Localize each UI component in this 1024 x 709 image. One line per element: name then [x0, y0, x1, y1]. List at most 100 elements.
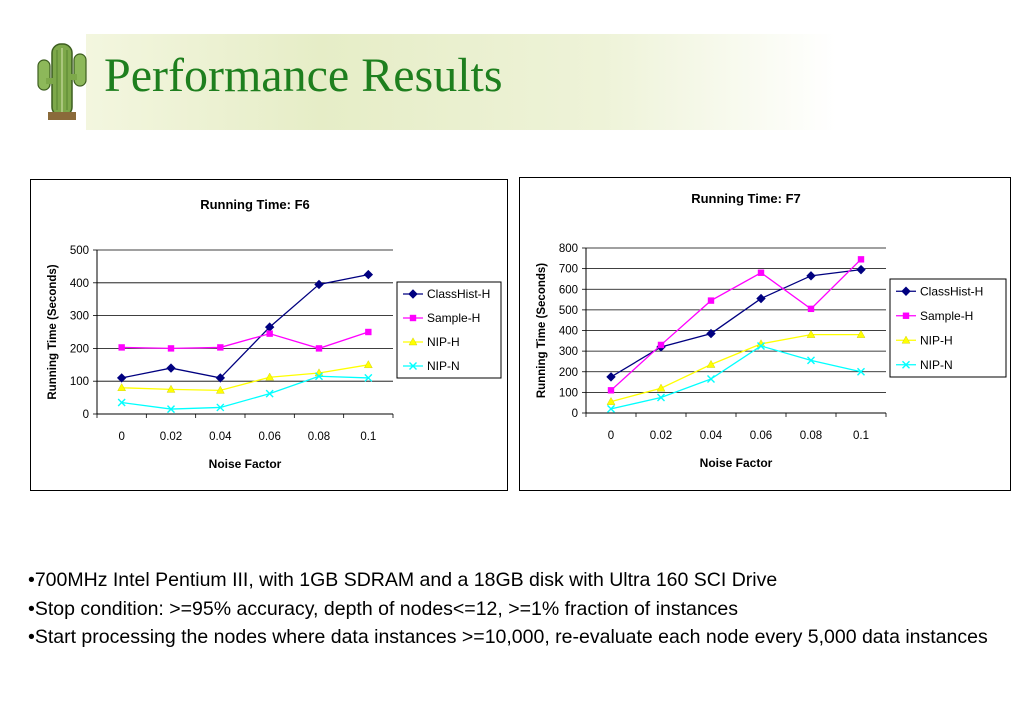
chart0-xtick-label: 0.06 — [258, 431, 280, 443]
chart0-point-2-1 — [166, 384, 176, 393]
chart1-ytick-label: 500 — [559, 305, 578, 317]
chart1-point-1-0 — [607, 387, 615, 394]
chart1-point-1-5 — [857, 256, 865, 263]
chart1-point-0-3 — [756, 293, 766, 304]
chart0-ytick-label: 0 — [83, 409, 89, 421]
chart0-ylabel: Running Time (Seconds) — [47, 264, 59, 399]
chart0-series-line-2 — [121, 364, 369, 392]
chart0-ytick-label: 400 — [70, 278, 89, 290]
chart1-legend-label-0: ClassHist-H — [920, 284, 983, 298]
chart0-point-3-3 — [265, 389, 274, 398]
chart0-point-0-0 — [116, 373, 127, 383]
chart1-point-2-2 — [706, 359, 716, 368]
bullet-processing: •Start processing the nodes where data i… — [28, 626, 988, 648]
chart1-legend-marker-3 — [902, 360, 910, 369]
chart1-legend-box — [889, 278, 1007, 378]
header-band — [86, 34, 1024, 130]
chart1-point-2-0 — [606, 397, 616, 405]
chart-running-time-f6: Running Time: F6 0 100 200 300 400 500 0 0.02 0.0… — [30, 179, 508, 491]
chart1-point-0-2 — [706, 328, 716, 339]
chart1-ylabel: Running Time (Seconds) — [536, 263, 548, 398]
chart1-series-line-0 — [610, 269, 862, 378]
chart0-ytick-label: 100 — [70, 376, 89, 388]
chart0-series-line-3 — [121, 375, 369, 410]
chart0-legend-label-3: NIP-N — [427, 359, 460, 373]
chart0-point-3-4 — [315, 372, 323, 381]
chart1-legend-marker-1 — [902, 312, 910, 319]
chart0-point-0-2 — [215, 373, 226, 383]
chart0-point-1-2 — [217, 344, 224, 351]
chart-f6-svg: Running Time: F6 0 100 200 300 400 500 0 0.02 0.0… — [47, 197, 502, 471]
chart1-xtick-label: 0.06 — [750, 430, 772, 442]
chart1-point-1-1 — [657, 341, 665, 349]
chart1-xlabel: Noise Factor — [700, 456, 773, 470]
chart1-ytick-label: 100 — [559, 387, 578, 399]
chart1-point-3-4 — [807, 356, 815, 365]
chart0-point-1-4 — [315, 345, 323, 352]
chart1-point-3-2 — [707, 374, 715, 383]
chart0-point-3-5 — [364, 373, 373, 382]
chart1-legend-label-1: Sample-H — [920, 309, 973, 323]
chart0-xtick-label: 0.02 — [160, 431, 182, 443]
chart0-point-1-1 — [167, 345, 175, 352]
chart0-ytick-label: 300 — [70, 311, 89, 323]
chart0-point-2-0 — [117, 383, 127, 391]
chart0-legend-marker-2 — [408, 337, 418, 346]
chart1-legend-label-3: NIP-N — [920, 358, 953, 372]
chart0-xtick-label: 0.04 — [209, 431, 232, 443]
bullet-list: •700MHz Intel Pentium III, with 1GB SDRA… — [28, 566, 1008, 652]
chart1-point-2-1 — [656, 383, 666, 392]
chart0-point-3-2 — [216, 403, 225, 412]
chart0-ytick-label: 200 — [70, 343, 89, 355]
chart0-series-line-1 — [121, 331, 369, 350]
chart0-legend-label-0: ClassHist-H — [427, 287, 490, 301]
chart1-legend-marker-0 — [901, 286, 911, 296]
chart0-point-1-0 — [118, 344, 125, 351]
chart0-legend-box — [396, 281, 502, 379]
chart1-series-line-2 — [610, 333, 861, 403]
chart0-point-0-1 — [166, 363, 176, 373]
chart1-point-1-4 — [807, 305, 815, 313]
chart1-ytick-label: 0 — [572, 408, 578, 420]
chart1-point-0-4 — [806, 271, 816, 281]
chart0-legend-label-2: NIP-H — [427, 335, 460, 349]
chart0-point-0-5 — [363, 269, 374, 280]
chart1-series-line-1 — [610, 258, 862, 391]
bullet-hardware: •700MHz Intel Pentium III, with 1GB SDRA… — [28, 569, 778, 591]
chart0-ytick-label: 500 — [70, 245, 89, 257]
chart1-point-2-4 — [806, 330, 816, 338]
chart0-xtick-label: 0.08 — [308, 431, 330, 443]
chart0-point-1-5 — [365, 328, 372, 336]
chart0-point-2-5 — [363, 360, 373, 369]
chart-running-time-f7: Running Time: F7 0 100 200 300 400 500 600 700 80… — [519, 177, 1011, 491]
cactus-logo-icon — [37, 43, 87, 120]
chart1-point-3-1 — [657, 393, 665, 402]
chart0-xtick-label: 0.1 — [360, 431, 376, 443]
chart1-point-3-5 — [857, 367, 865, 376]
chart1-point-3-0 — [607, 404, 615, 413]
chart1-legend-marker-2 — [901, 335, 911, 344]
chart0-point-1-3 — [266, 330, 273, 337]
chart1-ytick-label: 600 — [559, 284, 578, 296]
chart1-ytick-label: 200 — [559, 367, 578, 379]
chart1-point-2-5 — [856, 330, 866, 338]
chart1-point-1-3 — [757, 269, 765, 276]
chart1-title: Running Time: F7 — [691, 191, 801, 206]
chart1-ytick-label: 700 — [559, 264, 578, 276]
chart0-point-2-2 — [215, 385, 225, 394]
chart1-point-0-5 — [856, 264, 866, 275]
slide-title: Performance Results — [104, 49, 503, 102]
chart1-xtick-label: 0 — [608, 430, 614, 442]
chart0-point-0-4 — [314, 279, 324, 290]
chart1-point-0-0 — [606, 372, 616, 382]
chart0-series-line-0 — [121, 273, 369, 379]
chart0-xlabel: Noise Factor — [209, 457, 282, 471]
chart0-legend-marker-0 — [408, 289, 418, 299]
chart0-legend-marker-1 — [409, 314, 417, 322]
chart1-point-3-3 — [757, 341, 765, 350]
chart1-ytick-label: 400 — [559, 326, 578, 338]
chart1-xtick-label: 0.04 — [700, 430, 723, 442]
chart1-xtick-label: 0.08 — [800, 430, 822, 442]
chart0-legend-marker-3 — [409, 362, 417, 370]
chart1-point-1-2 — [707, 297, 715, 304]
